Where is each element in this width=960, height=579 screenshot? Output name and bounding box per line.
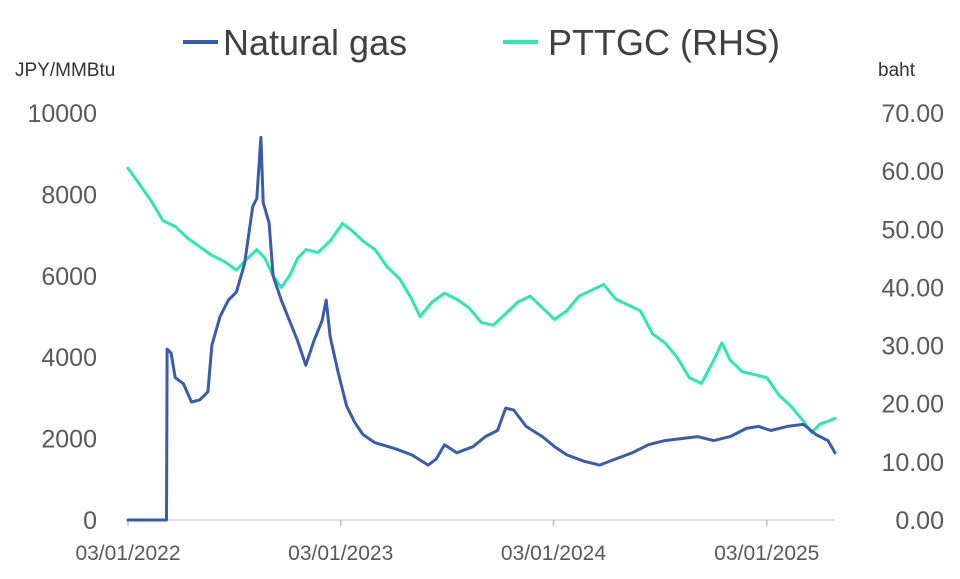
- legend-label-natural-gas: Natural gas: [223, 22, 407, 63]
- y-right-tick-label: 50.00: [881, 216, 944, 244]
- x-tick-label: 03/01/2024: [501, 542, 606, 565]
- y-left-tick-label: 4000: [41, 344, 97, 372]
- y-left-tick-label: 10000: [27, 100, 97, 128]
- y-left-tick-label: 2000: [41, 426, 97, 454]
- x-tick-label: 03/01/2022: [75, 542, 180, 565]
- series-layer: [126, 135, 837, 522]
- y-left-tick-label: 6000: [41, 263, 97, 291]
- x-tick-labels: 03/01/2022 03/01/2023 03/01/2024 03/01/2025: [75, 520, 819, 565]
- y-right-tick-label: 40.00: [881, 274, 944, 302]
- y-right-tick-labels: 0.00 10.00 20.00 30.00 40.00 50.00 60.00 70.00: [881, 100, 944, 535]
- y-left-tick-labels: 0 2000 4000 6000 8000 10000: [27, 100, 97, 535]
- y-right-tick-label: 60.00: [881, 158, 944, 186]
- y-right-tick-label: 70.00: [881, 100, 944, 128]
- y-right-tick-label: 30.00: [881, 333, 944, 361]
- legend: Natural gas PTTGC (RHS): [183, 22, 780, 63]
- left-axis-label: JPY/MMBtu: [15, 60, 115, 81]
- series-line-natural-gas: [126, 135, 837, 522]
- x-tick-label: 03/01/2025: [714, 542, 819, 565]
- legend-label-pttgc: PTTGC (RHS): [548, 22, 780, 63]
- y-left-tick-label: 0: [83, 507, 97, 535]
- y-left-tick-label: 8000: [41, 181, 97, 209]
- y-right-tick-label: 10.00: [881, 449, 944, 477]
- x-tick-label: 03/01/2023: [288, 542, 393, 565]
- y-right-tick-label: 20.00: [881, 391, 944, 419]
- y-right-tick-label: 0.00: [895, 507, 944, 535]
- right-axis-label: baht: [878, 60, 916, 81]
- series-line-pttgc: [126, 166, 837, 435]
